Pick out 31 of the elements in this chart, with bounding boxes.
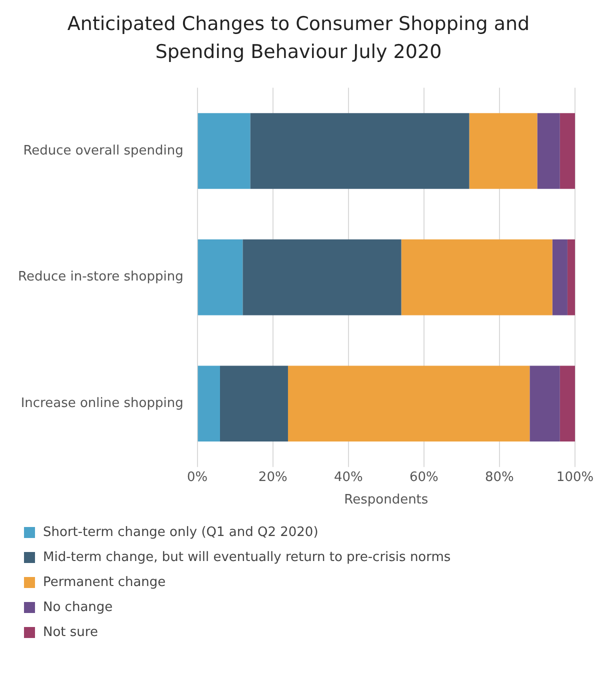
- legend-label: No change: [43, 600, 113, 615]
- legend-label: Mid-term change, but will eventually return to pre-crisis norms: [43, 550, 451, 565]
- legend-label: Not sure: [43, 625, 98, 640]
- bar: [560, 366, 575, 442]
- bar: [560, 113, 575, 189]
- x-tick-label: 0%: [187, 470, 208, 485]
- bar: [401, 239, 552, 316]
- bar: [469, 113, 538, 189]
- y-tick-label: Reduce overall spending: [23, 143, 184, 158]
- bar: [198, 113, 250, 189]
- bar: [530, 366, 560, 442]
- chart-title: Anticipated Changes to Consumer Shopping and Spending Behaviour July 2020: [66, 12, 531, 65]
- x-tick-label: 100%: [556, 470, 594, 485]
- x-tick-label: 40%: [334, 470, 363, 485]
- legend-label: Short-term change only (Q1 and Q2 2020): [43, 525, 318, 540]
- bar: [552, 239, 568, 316]
- bar: [288, 366, 530, 442]
- y-tick-label: Increase online shopping: [20, 396, 184, 412]
- bar: [198, 366, 220, 442]
- bar: [537, 113, 560, 189]
- bar: [567, 239, 575, 316]
- bar: [242, 239, 402, 316]
- x-tick-label: 60%: [409, 470, 438, 485]
- x-axis-title: Respondents: [344, 492, 428, 508]
- bar: [220, 366, 288, 442]
- bar: [250, 113, 470, 189]
- bar: [198, 239, 243, 316]
- legend-label: Permanent change: [43, 575, 166, 590]
- x-tick-label: 80%: [485, 470, 514, 485]
- y-tick-label: Reduce in-store shopping: [18, 270, 184, 285]
- x-tick-label: 20%: [258, 470, 288, 485]
